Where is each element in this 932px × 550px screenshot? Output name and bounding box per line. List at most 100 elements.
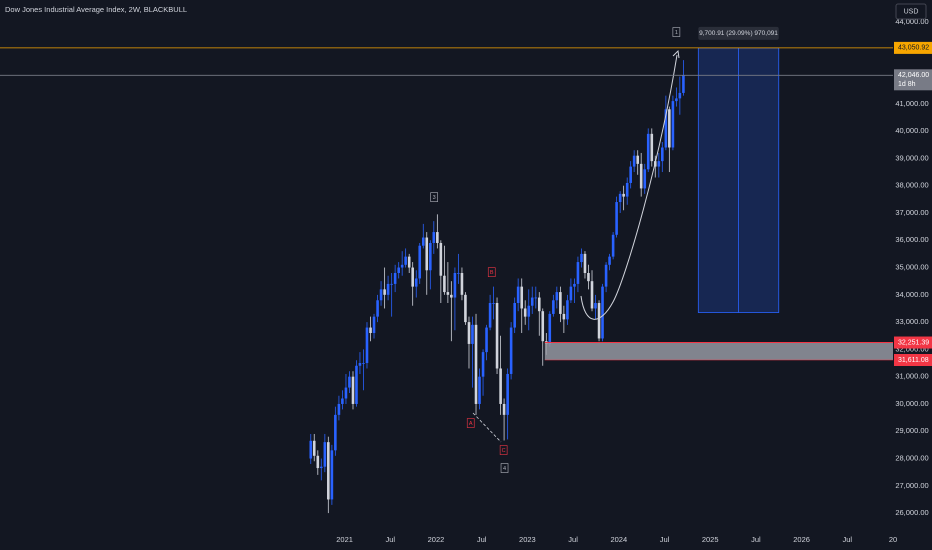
candle-body [537, 297, 541, 312]
y-tick-label: 37,000.00 [895, 208, 928, 217]
candle-body [337, 403, 341, 415]
y-tick-label: 41,000.00 [895, 99, 928, 108]
arrow-head [672, 49, 680, 59]
candle-body [495, 303, 499, 369]
candle-body [407, 256, 411, 268]
candle-body [379, 289, 383, 301]
candle-body [414, 278, 418, 287]
candle-body [499, 368, 502, 404]
currency-button[interactable] [895, 3, 927, 20]
zone-tag [894, 336, 932, 349]
candle-body [668, 109, 671, 148]
candle-body [383, 289, 386, 295]
candle-body [446, 292, 450, 295]
y-tick-label: 35,000.00 [895, 263, 928, 272]
candle-body [453, 272, 457, 298]
candle-body [622, 193, 625, 197]
candle-body [467, 322, 471, 344]
candle-body [376, 300, 379, 317]
candle-body [513, 303, 516, 328]
y-tick-label: 38,000.00 [895, 181, 928, 190]
candle-body [566, 300, 569, 320]
y-tick-label: 29,000.00 [895, 426, 928, 435]
candle-body [682, 75, 685, 93]
candle-body [492, 303, 495, 304]
candle-body [530, 297, 534, 306]
candle-body [488, 303, 492, 328]
candle-body [316, 455, 320, 469]
curve-arrow [580, 54, 678, 320]
wave-label-box [430, 192, 438, 202]
candle-body [439, 242, 443, 276]
candle-body [618, 193, 622, 203]
candle-body [552, 300, 555, 314]
candle-body [548, 313, 552, 344]
candle-body [632, 155, 636, 167]
candle-body [418, 245, 422, 279]
zone [544, 342, 893, 360]
price-tag [894, 69, 932, 91]
y-tick-label: 44,000.00 [895, 17, 928, 26]
candle-body [534, 297, 538, 299]
wave-label-box [466, 418, 475, 428]
wave-label: C [502, 448, 506, 454]
chart-title: Dow Jones Industrial Average Index, 2W, … [5, 5, 187, 14]
candle-body [636, 155, 640, 164]
wave-label: 3 [433, 195, 436, 201]
candle-body [365, 327, 369, 364]
y-tick-label: 33,000.00 [895, 317, 928, 326]
candle-body [411, 267, 414, 287]
candle-body [323, 442, 327, 467]
wave-label: A [469, 421, 473, 427]
candle-body [421, 237, 425, 246]
candle-body [348, 376, 351, 388]
price-axis-bg [893, 0, 932, 550]
wave-label: B [490, 270, 494, 276]
candle-body [436, 232, 439, 243]
candle-body [671, 101, 675, 148]
candle-body [355, 365, 358, 404]
currency-label[interactable]: USD [904, 8, 919, 15]
candle-body [569, 286, 573, 301]
candle-body [520, 286, 524, 309]
x-tick-label: Jul [843, 535, 853, 544]
y-tick-label: 30,000.00 [895, 399, 928, 408]
candle-body [481, 352, 485, 377]
candle-body [457, 272, 460, 274]
x-tick-label: Jul [751, 535, 761, 544]
candle-body [555, 292, 559, 301]
candle-body [485, 327, 488, 353]
position-label: 9,700.91 (29.09%) 970,091 [699, 30, 778, 37]
candle-body [625, 182, 629, 197]
x-tick-label: Jul [477, 535, 487, 544]
candle-body [576, 262, 580, 284]
zone-tag-label: 31,611.08 [898, 357, 929, 364]
candle-body [351, 376, 355, 404]
x-tick-label: 20 [889, 535, 897, 544]
y-tick-label: 39,000.00 [895, 153, 928, 162]
candle-body [559, 292, 562, 314]
price-tag-sublabel: 1d 8h [898, 81, 916, 88]
x-tick-label: 2021 [336, 535, 353, 544]
plot-area [309, 60, 685, 514]
candle-body [478, 376, 481, 404]
candle-body [506, 373, 509, 415]
candle-body [516, 286, 520, 304]
candle-body [312, 440, 316, 456]
candle-body [460, 272, 464, 295]
wave-label-box [499, 445, 508, 455]
candle-body [675, 98, 678, 102]
candle-body [664, 109, 668, 148]
candle-body [334, 414, 337, 451]
candle-body [372, 316, 376, 334]
candle-body [425, 237, 429, 271]
candle-body [608, 256, 611, 265]
candle-body [358, 363, 362, 366]
x-tick-label: 2025 [702, 535, 719, 544]
price-tag-label: 42,046.00 [898, 72, 929, 79]
x-tick-label: 2024 [610, 535, 627, 544]
x-tick-label: Jul [385, 535, 395, 544]
candle-body [386, 283, 390, 295]
candle-body [587, 272, 590, 282]
